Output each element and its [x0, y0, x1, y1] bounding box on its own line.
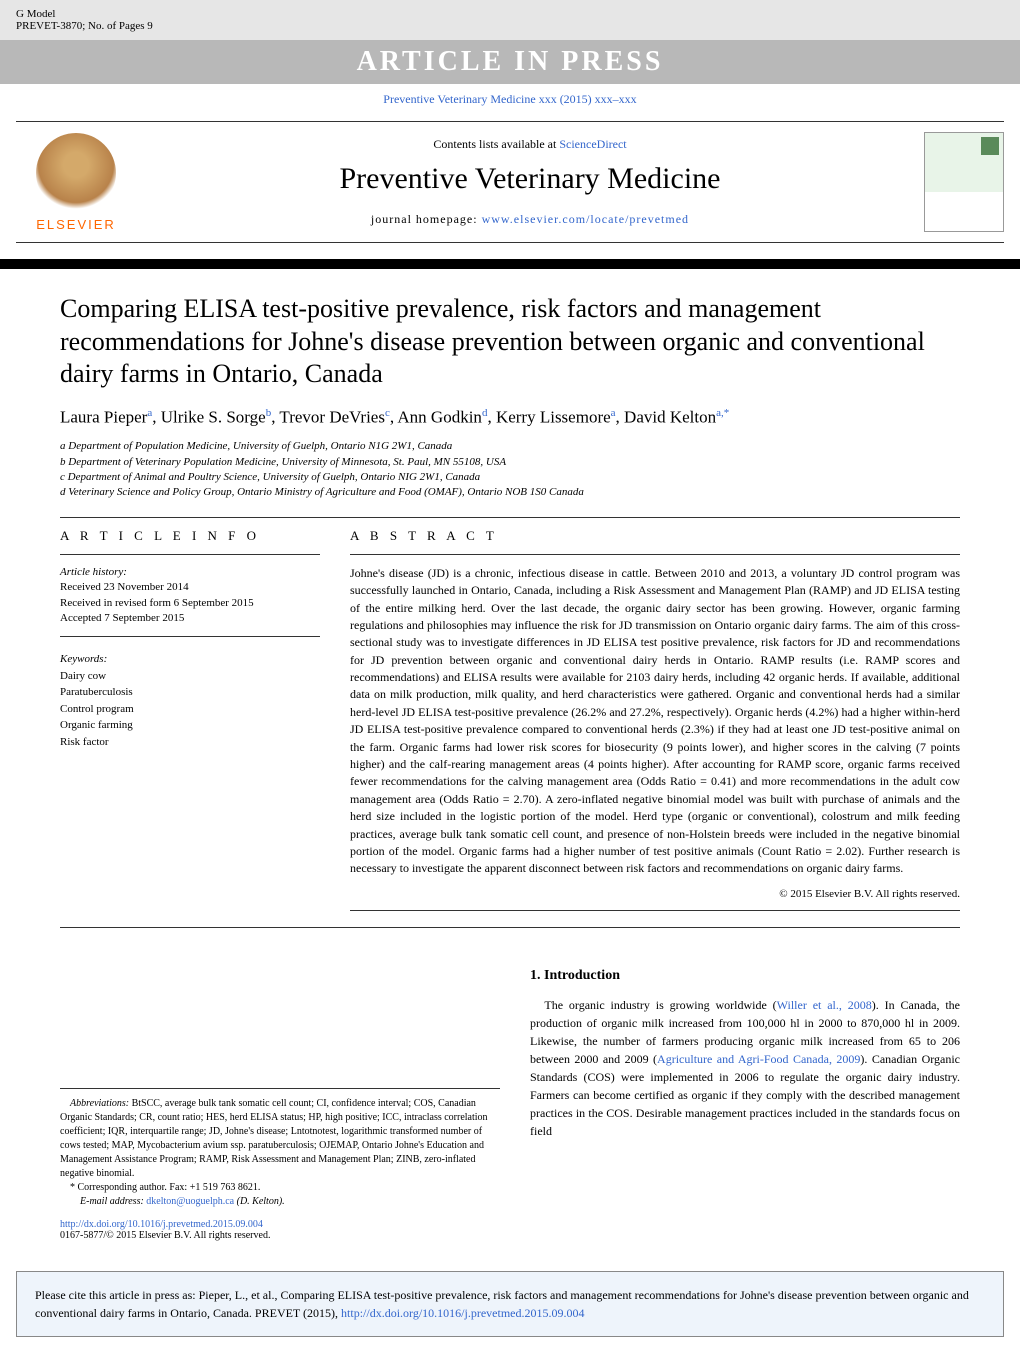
accepted-date: Accepted 7 September 2015: [60, 611, 320, 626]
author-affil-sup: a,*: [716, 407, 729, 419]
journal-homepage: journal homepage: www.elsevier.com/locat…: [136, 212, 924, 227]
keyword: Control program: [60, 701, 320, 718]
divider: [60, 636, 320, 637]
keyword: Paratuberculosis: [60, 684, 320, 701]
journal-ref-line: Preventive Veterinary Medicine xxx (2015…: [0, 84, 1020, 121]
author-name: David Kelton: [624, 407, 716, 426]
gmodel-label: G Model: [16, 8, 153, 20]
author-name: Trevor DeVries: [279, 407, 385, 426]
article-info-heading: a r t i c l e i n f o: [60, 528, 320, 544]
corresponding-author: * Corresponding author. Fax: +1 519 763 …: [60, 1181, 500, 1195]
email-line: E-mail address: dkelton@uoguelph.ca (D. …: [60, 1195, 500, 1209]
footnote-block: Abbreviations: BtSCC, average bulk tank …: [60, 1088, 500, 1209]
contents-available: Contents lists available at ScienceDirec…: [136, 137, 924, 152]
keyword: Risk factor: [60, 734, 320, 751]
black-divider: [0, 259, 1020, 269]
divider: [60, 927, 960, 928]
history-label: Article history:: [60, 565, 320, 580]
article-in-press-banner: ARTICLE IN PRESS: [0, 40, 1020, 84]
journal-homepage-link[interactable]: www.elsevier.com/locate/prevetmed: [482, 212, 690, 226]
elsevier-text: ELSEVIER: [16, 217, 136, 232]
affiliation-b: b Department of Veterinary Population Me…: [60, 455, 960, 470]
gmodel-ref: PREVET-3870; No. of Pages 9: [16, 20, 153, 32]
divider: [60, 554, 320, 555]
author-affil-sup: a: [147, 407, 152, 419]
keyword: Organic farming: [60, 717, 320, 734]
introduction-heading: 1. Introduction: [530, 968, 960, 984]
introduction-text: The organic industry is growing worldwid…: [530, 996, 960, 1140]
abbreviations-label: Abbreviations:: [70, 1098, 129, 1109]
divider: [60, 517, 960, 518]
divider: [350, 910, 960, 911]
elsevier-logo-block: ELSEVIER: [16, 133, 136, 232]
author-name: Ann Godkin: [397, 407, 482, 426]
author-name: Kerry Lissemore: [496, 407, 611, 426]
affiliations-block: a Department of Population Medicine, Uni…: [60, 439, 960, 501]
author-affil-sup: a: [611, 407, 616, 419]
author-list: Laura Piepera, Ulrike S. Sorgeb, Trevor …: [60, 407, 960, 428]
elsevier-tree-icon: [36, 133, 116, 213]
keyword: Dairy cow: [60, 668, 320, 685]
abstract-text: Johne's disease (JD) is a chronic, infec…: [350, 565, 960, 878]
abstract-copyright: © 2015 Elsevier B.V. All rights reserved…: [350, 888, 960, 900]
doi-link[interactable]: http://dx.doi.org/10.1016/j.prevetmed.20…: [60, 1219, 263, 1230]
author-name: Ulrike S. Sorge: [161, 407, 266, 426]
citation-doi-link[interactable]: http://dx.doi.org/10.1016/j.prevetmed.20…: [341, 1306, 584, 1320]
affiliation-a: a Department of Population Medicine, Uni…: [60, 439, 960, 454]
author-name: Laura Pieper: [60, 407, 147, 426]
sciencedirect-link[interactable]: ScienceDirect: [559, 137, 626, 151]
divider: [350, 554, 960, 555]
author-affil-sup: b: [266, 407, 272, 419]
author-affil-sup: d: [482, 407, 488, 419]
journal-title: Preventive Veterinary Medicine: [136, 162, 924, 196]
reference-link[interactable]: Willer et al., 2008: [777, 998, 872, 1012]
abstract-heading: a b s t r a c t: [350, 528, 960, 544]
author-affil-sup: c: [385, 407, 390, 419]
affiliation-c: c Department of Animal and Poultry Scien…: [60, 470, 960, 485]
citation-box: Please cite this article in press as: Pi…: [16, 1271, 1004, 1337]
revised-date: Received in revised form 6 September 201…: [60, 596, 320, 611]
journal-cover-thumbnail: [924, 132, 1004, 232]
issn-copyright: 0167-5877/© 2015 Elsevier B.V. All right…: [60, 1230, 500, 1241]
keywords-label: Keywords:: [60, 651, 320, 668]
doi-block: http://dx.doi.org/10.1016/j.prevetmed.20…: [60, 1219, 500, 1241]
affiliation-d: d Veterinary Science and Policy Group, O…: [60, 485, 960, 500]
reference-link[interactable]: Agriculture and Agri-Food Canada, 2009: [657, 1052, 860, 1066]
abbreviations-text: BtSCC, average bulk tank somatic cell co…: [60, 1098, 488, 1179]
paper-title: Comparing ELISA test-positive prevalence…: [60, 293, 960, 391]
top-gmodel-bar: G Model PREVET-3870; No. of Pages 9: [0, 0, 1020, 40]
received-date: Received 23 November 2014: [60, 580, 320, 595]
journal-banner: ELSEVIER Contents lists available at Sci…: [16, 121, 1004, 243]
email-link[interactable]: dkelton@uoguelph.ca: [146, 1196, 234, 1207]
